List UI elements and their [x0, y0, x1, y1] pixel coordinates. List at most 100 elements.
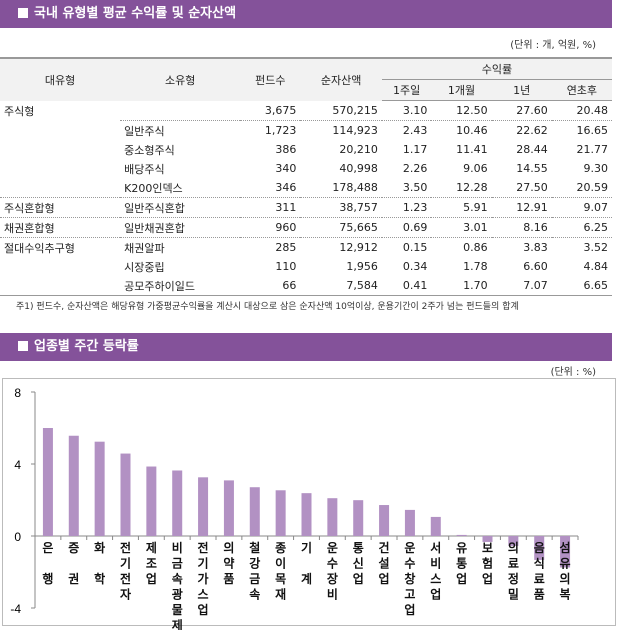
table-cell: 10.46 [456, 124, 488, 137]
table-cell: 570,215 [300, 100, 382, 121]
table-cell: 386 [275, 143, 297, 156]
unit-label: (단위 : 개, 억원, %) [510, 40, 596, 51]
col-returns: 수익률 [381, 57, 612, 80]
bar-보험업 [482, 536, 493, 542]
table-cell: 9.07 [551, 197, 612, 218]
table-cell: 0.86 [463, 241, 488, 254]
table-cell: 0.41 [381, 276, 432, 296]
bar-통신업 [353, 500, 364, 536]
table-cell [0, 276, 121, 296]
table-cell: K200인덱스 [120, 178, 241, 198]
table-cell [120, 100, 241, 121]
footnote: 주1) 펀드수, 순자산액은 해당유형 가중평균수익률을 계산시 대상으로 삼은… [16, 302, 519, 312]
y-tick-label: -4 [10, 602, 21, 616]
table-cell: 1.78 [463, 260, 488, 273]
bar-은행 [42, 428, 53, 536]
table-cell: 일반채권혼합 [120, 217, 241, 238]
col-minor: 소유형 [120, 57, 241, 101]
table-cell: 2.26 [402, 162, 428, 175]
table-cell: 178,488 [300, 178, 382, 198]
table-cell [0, 178, 121, 198]
bar-운수장비 [327, 498, 338, 536]
section-title: 업종별 주간 등락률 [34, 339, 139, 354]
table-cell: 1,956 [346, 260, 378, 273]
table-cell: 1,723 [264, 124, 297, 137]
col-funds: 펀드수 [240, 57, 301, 101]
col-ytd: 연초후 [551, 79, 612, 101]
table-cell: 주식혼합형 [0, 197, 121, 218]
table-cell: 4.84 [583, 260, 609, 273]
table-cell: 20,210 [339, 143, 378, 156]
bar-음식료품 [534, 536, 545, 560]
bar-증권 [68, 435, 79, 536]
bar-서비스업 [430, 516, 441, 536]
table-cell: 0.34 [402, 260, 428, 273]
x-label-비금속광물제품: 비금속광물제품 [172, 540, 183, 630]
table-row: K200인덱스 346 178,488 3.50 12.28 27.50 20.59 [0, 178, 612, 198]
table-cell: 75,665 [300, 217, 382, 238]
bar-전기가스업 [198, 477, 209, 536]
table-row: 공모주하이일드 66 7,584 0.41 1.70 7.07 6.65 [0, 276, 612, 296]
table-cell: 3.83 [523, 241, 548, 254]
table-cell: 20.59 [551, 178, 612, 198]
table-row: 주식형 3,675 570,215 3.10 12.50 27.60 20.48 [0, 100, 612, 121]
table-cell: 20.48 [551, 100, 612, 121]
bar-의료정밀 [508, 536, 519, 546]
table-cell: 8.16 [491, 217, 552, 238]
table-cell: 22.62 [516, 124, 548, 137]
table-cell: 3.50 [381, 178, 432, 198]
bar-유통업 [456, 534, 467, 536]
table-cell: 일반주식 [124, 124, 165, 138]
table-cell: 346 [240, 178, 301, 198]
table-cell: 285 [275, 241, 297, 254]
bar-의약품 [223, 480, 234, 536]
table-cell: 21.77 [576, 143, 609, 156]
bar-운수창고업 [404, 509, 415, 536]
table-row: 중소형주식 386 20,210 1.17 11.41 28.44 21.77 [0, 140, 612, 159]
table-cell: 일반주식혼합 [120, 197, 241, 218]
table-cell: 110 [275, 260, 297, 273]
table-cell: 27.60 [491, 100, 552, 121]
table-cell: 960 [240, 217, 301, 238]
table-cell: 3.10 [381, 100, 432, 121]
table-cell: 11.41 [456, 143, 488, 156]
square-bullet-icon [18, 8, 28, 18]
table-cell: 7,584 [300, 276, 382, 296]
bar-제조업 [146, 466, 157, 536]
bar-철강금속 [249, 487, 260, 536]
table-cell: 7.07 [491, 276, 552, 296]
table-cell: 2.43 [402, 124, 428, 137]
table-row: 주식혼합형 일반주식혼합 311 38,757 1.23 5.91 12.91 9.07 [0, 197, 612, 218]
table-cell: 중소형주식 [124, 143, 175, 157]
col-1y: 1년 [491, 79, 552, 101]
table-row: 절대수익추구형 채권알파 285 12,912 0.15 0.86 3.83 3.52 [0, 238, 612, 258]
bar-기계 [301, 493, 312, 536]
table-cell: 주식형 [4, 104, 35, 118]
col-1m: 1개월 [431, 79, 492, 101]
table-cell: 14.55 [516, 162, 548, 175]
section-header-fund-returns: 국내 유형별 평균 수익률 및 순자산액 [0, 0, 612, 28]
y-tick-label: 4 [14, 458, 21, 472]
table-cell: 40,998 [339, 162, 378, 175]
table-cell: 3,675 [240, 100, 301, 121]
table-cell: 1.23 [381, 197, 432, 218]
table-cell: 340 [275, 162, 297, 175]
table-cell: 12.28 [431, 178, 492, 198]
bar-종이목재 [275, 490, 286, 536]
bar-전기전자 [120, 453, 131, 536]
table-cell: 1.70 [431, 276, 492, 296]
bar-비금속광물제품 [172, 470, 183, 536]
table-cell: 3.52 [583, 241, 609, 254]
